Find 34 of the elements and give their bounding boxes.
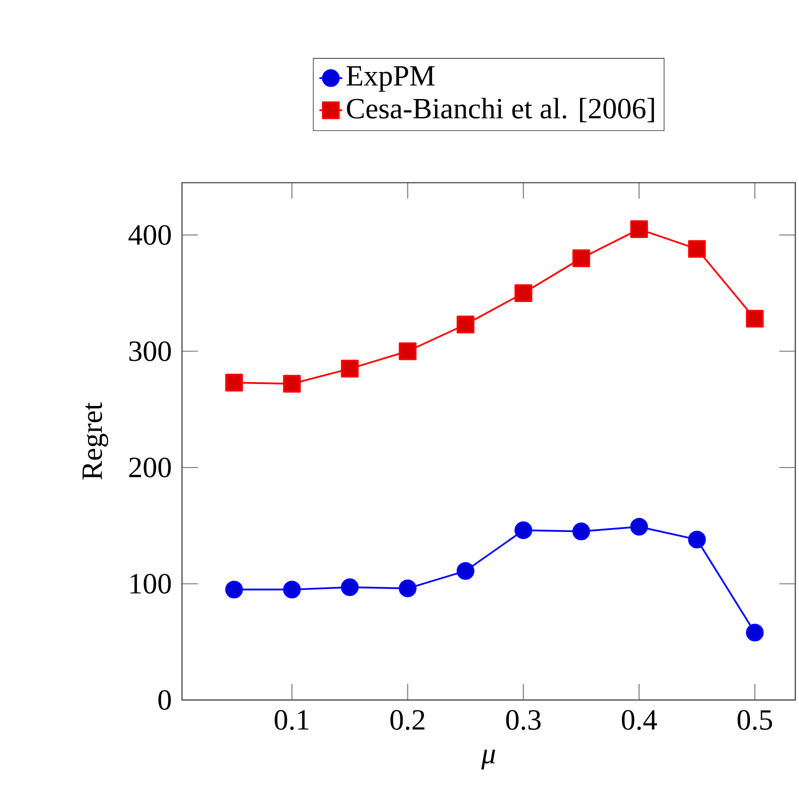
point [688, 240, 706, 258]
point [746, 310, 764, 328]
point [225, 374, 243, 392]
point [514, 284, 532, 302]
point [283, 580, 301, 598]
point [398, 580, 417, 598]
point [340, 578, 359, 596]
point [283, 374, 301, 393]
y-tick-label: 0 [158, 690, 171, 710]
y-tick-label: 200 [129, 458, 171, 478]
x-tick-label: 0.1 [274, 710, 309, 730]
x-tick-label: 0.3 [506, 710, 541, 730]
x-axis-title: μ [481, 750, 496, 770]
point [630, 518, 648, 536]
point [398, 342, 417, 360]
x-tick-label: 0.5 [738, 710, 772, 730]
point [514, 521, 532, 540]
point [572, 249, 590, 268]
legend-label: Cesa-Bianchi et al. [2006] [346, 98, 654, 122]
legend-label: ExpPM [346, 66, 435, 92]
x-tick-label: 0.2 [390, 710, 424, 730]
x-tick-label: 0.4 [622, 710, 657, 730]
point [225, 580, 243, 598]
point [630, 220, 648, 238]
y-axis-title: Regret [82, 402, 108, 480]
point [456, 562, 474, 580]
y-tick-label: 100 [130, 574, 171, 594]
point [340, 360, 359, 378]
y-tick-label: 300 [129, 341, 171, 362]
point [572, 522, 590, 540]
y-tick-label: 400 [128, 225, 171, 245]
point [688, 530, 706, 548]
point [456, 316, 474, 334]
point [746, 624, 764, 642]
